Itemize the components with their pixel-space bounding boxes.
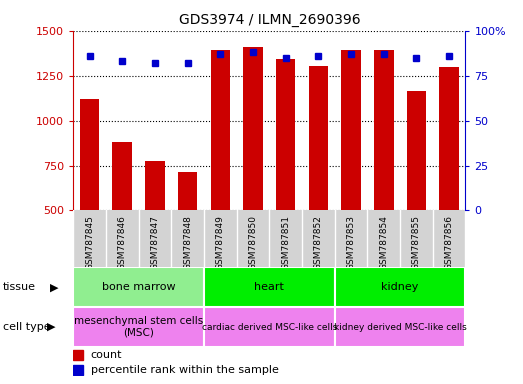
- Text: GSM787850: GSM787850: [248, 215, 257, 270]
- Title: GDS3974 / ILMN_2690396: GDS3974 / ILMN_2690396: [178, 13, 360, 27]
- Text: cardiac derived MSC-like cells: cardiac derived MSC-like cells: [202, 323, 337, 331]
- Bar: [335, 267, 465, 307]
- Text: GSM787846: GSM787846: [118, 215, 127, 270]
- Bar: [73, 364, 83, 375]
- Text: count: count: [91, 350, 122, 360]
- Bar: [243, 47, 263, 210]
- Text: bone marrow: bone marrow: [102, 282, 175, 292]
- Bar: [335, 307, 465, 347]
- Bar: [145, 161, 165, 210]
- Text: GSM787851: GSM787851: [281, 215, 290, 270]
- Bar: [374, 50, 393, 210]
- Bar: [204, 267, 335, 307]
- Text: ▶: ▶: [47, 322, 55, 332]
- Bar: [276, 60, 295, 210]
- Bar: [210, 50, 230, 210]
- Bar: [204, 307, 335, 347]
- Bar: [73, 307, 204, 347]
- Text: mesenchymal stem cells
(MSC): mesenchymal stem cells (MSC): [74, 316, 203, 338]
- Bar: [439, 67, 459, 210]
- Bar: [73, 350, 83, 360]
- Text: percentile rank within the sample: percentile rank within the sample: [91, 365, 279, 375]
- Bar: [341, 50, 361, 210]
- Text: cell type: cell type: [3, 322, 50, 332]
- Text: GSM787849: GSM787849: [216, 215, 225, 270]
- Text: ▶: ▶: [50, 282, 58, 292]
- Text: kidney: kidney: [381, 282, 419, 292]
- Text: GSM787845: GSM787845: [85, 215, 94, 270]
- Text: GSM787856: GSM787856: [445, 215, 453, 270]
- Text: GSM787854: GSM787854: [379, 215, 388, 270]
- Text: GSM787852: GSM787852: [314, 215, 323, 270]
- Text: tissue: tissue: [3, 282, 36, 292]
- Bar: [309, 66, 328, 210]
- Bar: [79, 99, 99, 210]
- Bar: [178, 172, 198, 210]
- Bar: [112, 142, 132, 210]
- Text: GSM787855: GSM787855: [412, 215, 421, 270]
- Text: GSM787848: GSM787848: [183, 215, 192, 270]
- Text: GSM787847: GSM787847: [151, 215, 160, 270]
- Bar: [73, 267, 204, 307]
- Text: heart: heart: [254, 282, 285, 292]
- Text: kidney derived MSC-like cells: kidney derived MSC-like cells: [334, 323, 467, 331]
- Text: GSM787853: GSM787853: [347, 215, 356, 270]
- Bar: [407, 91, 426, 210]
